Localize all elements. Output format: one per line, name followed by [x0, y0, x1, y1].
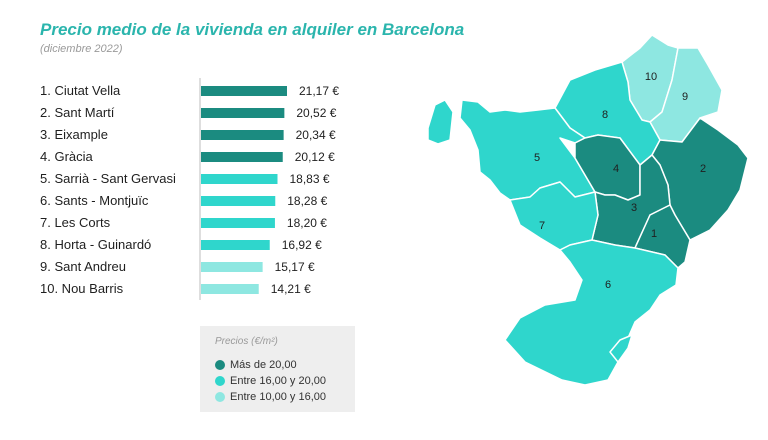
chart-subtitle: (diciembre 2022): [40, 43, 123, 55]
legend-swatch-high: [215, 360, 225, 370]
category-label: 4. Gràcia: [40, 149, 94, 164]
bar: [201, 130, 284, 140]
value-label: 14,21 €: [271, 282, 311, 296]
bar: [201, 284, 259, 294]
bar: [201, 86, 287, 96]
legend-item-mid: Entre 16,00 y 20,00: [215, 375, 326, 387]
district-label-3: 3: [631, 202, 637, 214]
district-7: [509, 181, 599, 251]
district-label-2: 2: [700, 163, 706, 175]
chart-title: Precio medio de la vivienda en alquiler …: [40, 20, 465, 39]
value-label: 18,20 €: [287, 216, 327, 230]
category-label: 10. Nou Barris: [40, 281, 124, 296]
district-label-4: 4: [613, 163, 619, 175]
district-5-exclave: [427, 99, 454, 145]
category-label: 9. Sant Andreu: [40, 259, 126, 274]
category-label: 2. Sant Martí: [40, 105, 115, 120]
bar: [201, 218, 275, 228]
bar-chart: 1. Ciutat Vella 21,17 € 2. Sant Martí 20,52…: [40, 78, 339, 300]
bar: [201, 196, 276, 206]
legend-swatch-low: [215, 392, 225, 402]
legend-label-low: Entre 10,00 y 16,00: [230, 391, 327, 403]
value-label: 16,92 €: [282, 238, 322, 252]
legend-label-high: Más de 20,00: [230, 359, 297, 371]
value-label: 20,52 €: [296, 106, 336, 120]
legend-item-low: Entre 10,00 y 16,00: [215, 391, 326, 403]
barcelona-district-map: 1 2 3 4 5 6 7 8 9 10: [427, 34, 749, 386]
value-label: 20,12 €: [295, 150, 335, 164]
legend: Precios (€/m²) Más de 20,00 Entre 16,00 …: [200, 326, 355, 412]
category-label: 5. Sarrià - Sant Gervasi: [40, 171, 176, 186]
district-label-7: 7: [539, 220, 545, 232]
district-number-labels: 1 2 3 4 5 6 7 8 9 10: [534, 71, 706, 291]
category-label: 6. Sants - Montjuïc: [40, 193, 149, 208]
category-label: 1. Ciutat Vella: [40, 83, 121, 98]
category-label: 7. Les Corts: [40, 215, 111, 230]
bar: [201, 262, 263, 272]
bar: [201, 240, 270, 250]
district-label-10: 10: [645, 71, 657, 83]
district-label-9: 9: [682, 91, 688, 103]
district-label-5: 5: [534, 152, 540, 164]
bar: [201, 152, 283, 162]
legend-title: Precios (€/m²): [215, 336, 278, 347]
bar: [201, 174, 278, 184]
legend-item-high: Más de 20,00: [215, 359, 297, 371]
value-label: 18,28 €: [287, 194, 327, 208]
category-label: 8. Horta - Guinardó: [40, 237, 151, 252]
district-6: [504, 239, 679, 386]
category-label: 3. Eixample: [40, 127, 108, 142]
port-pier: [609, 334, 633, 363]
district-label-6: 6: [605, 279, 611, 291]
value-label: 20,34 €: [296, 128, 336, 142]
value-label: 15,17 €: [275, 260, 315, 274]
legend-swatch-mid: [215, 376, 225, 386]
legend-label-mid: Entre 16,00 y 20,00: [230, 375, 327, 387]
value-label: 18,83 €: [289, 172, 329, 186]
district-label-8: 8: [602, 109, 608, 121]
district-label-1: 1: [651, 228, 657, 240]
bar: [201, 108, 285, 118]
value-label: 21,17 €: [299, 84, 339, 98]
